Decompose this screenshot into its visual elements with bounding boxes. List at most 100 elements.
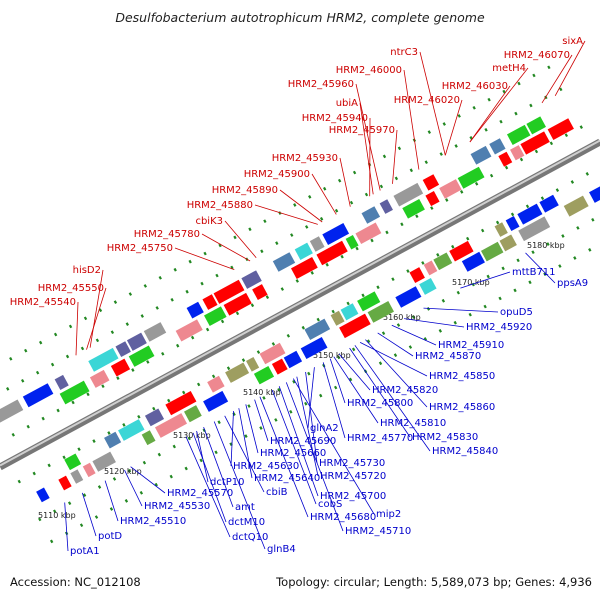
tick-mark — [205, 327, 210, 332]
tick-mark — [146, 360, 150, 364]
tick-mark — [142, 460, 147, 465]
gene-label-hrm2-45710: HRM2_45710 — [345, 526, 411, 537]
tick-mark — [155, 306, 159, 310]
callout-line — [391, 324, 437, 346]
tick-mark — [423, 337, 428, 341]
tick-mark — [352, 170, 357, 175]
gene-feature — [141, 430, 156, 446]
tick-mark — [49, 539, 54, 544]
gene-label-hrm2-45800: HRM2_45800 — [347, 398, 413, 409]
tick-mark — [83, 316, 88, 321]
callout-line — [541, 54, 573, 104]
tick-mark — [200, 281, 204, 286]
gene-label-hrm2-45880: HRM2_45880 — [187, 200, 253, 211]
gene-label-hrm2-45830: HRM2_45830 — [412, 432, 478, 443]
tick-mark — [47, 463, 51, 468]
tick-mark — [487, 97, 491, 102]
callout-line — [278, 386, 319, 497]
callout-line — [339, 157, 351, 207]
tick-mark — [53, 332, 58, 337]
tick-mark — [540, 196, 545, 201]
tick-mark — [230, 265, 234, 270]
gene-label-potd: potD — [98, 531, 122, 542]
tick-mark — [396, 323, 401, 327]
tick-mark — [170, 297, 174, 302]
gene-label-pota1: potA1 — [70, 546, 100, 557]
tick-mark — [376, 285, 380, 290]
gene-feature — [186, 301, 204, 319]
tick-mark — [35, 370, 40, 375]
tick-mark — [124, 499, 129, 503]
tick-mark — [217, 420, 221, 425]
forward-labels: HRM2_45540 HRM2_45550 hisD2 HRM2_45750 HRM2_… — [10, 36, 586, 356]
tick-mark — [364, 192, 369, 197]
callout-line — [254, 204, 318, 225]
tick-mark — [400, 222, 404, 227]
gene-feature — [246, 357, 260, 372]
tick-mark — [499, 119, 503, 124]
tick-mark — [529, 103, 533, 108]
callout-line — [196, 430, 209, 483]
callout-line — [238, 408, 253, 479]
tick-mark — [307, 371, 311, 376]
gene-feature — [88, 347, 119, 372]
gene-feature — [433, 252, 453, 271]
gene-feature — [54, 374, 69, 390]
tick-mark — [211, 374, 216, 379]
tick-mark — [331, 309, 335, 314]
tick-mark — [67, 501, 72, 506]
tick-mark — [351, 347, 356, 352]
tick-mark — [427, 130, 431, 134]
callout-line — [355, 83, 381, 191]
tick-mark — [97, 485, 102, 489]
gene-label-hrm2-45700: HRM2_45700 — [320, 491, 386, 502]
tick-mark — [143, 284, 147, 288]
gene-feature — [128, 345, 155, 367]
tick-mark — [466, 236, 470, 241]
tick-mark — [256, 350, 261, 354]
tick-mark — [280, 287, 285, 291]
tick-mark — [172, 444, 176, 449]
gene-feature — [345, 234, 359, 250]
tick-mark — [349, 200, 354, 205]
scale-label: 5160 kbp — [383, 313, 421, 322]
gene-label-hrm2-45570: HRM2_45570 — [167, 488, 233, 499]
tick-mark — [185, 289, 189, 294]
tick-mark — [265, 295, 270, 299]
tick-mark — [295, 279, 299, 283]
tick-mark — [514, 111, 518, 116]
gene-feature — [175, 319, 203, 342]
callout-line — [285, 382, 344, 532]
tick-mark — [484, 127, 488, 132]
tick-mark — [355, 246, 359, 251]
scale-label: 5140 kbp — [243, 388, 281, 397]
feature-row — [36, 183, 600, 503]
tick-mark — [333, 385, 338, 390]
gene-label-sixa: sixA — [562, 36, 583, 47]
tick-mark — [559, 87, 563, 92]
tick-mark — [442, 122, 446, 126]
tick-mark — [203, 251, 207, 256]
tick-mark — [9, 356, 13, 361]
tick-mark — [32, 471, 36, 476]
tick-mark — [561, 234, 565, 238]
tick-mark — [259, 426, 263, 430]
callout-line — [230, 410, 234, 467]
callout-line — [354, 345, 431, 452]
tick-mark — [113, 300, 118, 304]
callout-line — [213, 421, 266, 550]
tick-mark — [6, 387, 10, 391]
gene-label-hrm2-45820: HRM2_45820 — [372, 385, 438, 396]
feature-row — [59, 118, 574, 405]
gene-label-hrm2-45940: HRM2_45940 — [302, 113, 368, 124]
callout-line — [377, 332, 414, 357]
callout-line — [224, 415, 265, 493]
accession-text: Accession: NC_012108 — [10, 575, 141, 589]
callout-line — [322, 362, 346, 439]
gene-label-hrm2-45770: HRM2_45770 — [347, 433, 413, 444]
gene-feature — [202, 294, 218, 310]
callout-line — [296, 376, 319, 477]
tick-mark — [226, 366, 231, 371]
tick-mark — [220, 319, 225, 324]
gene-feature — [393, 182, 424, 207]
